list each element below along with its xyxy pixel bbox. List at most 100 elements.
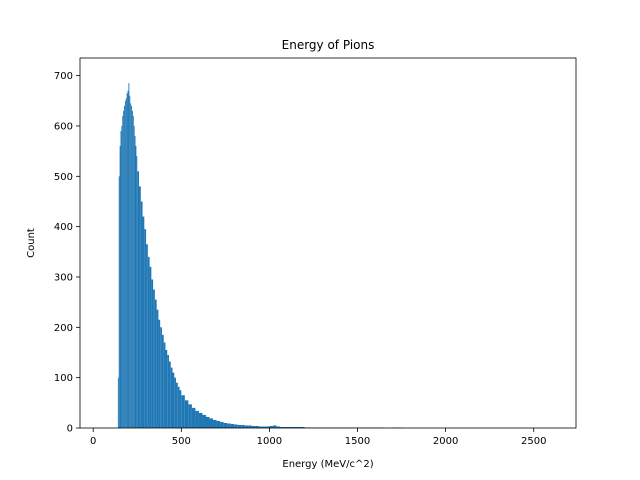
histogram-bar xyxy=(140,201,143,428)
y-tick-label: 600 xyxy=(54,121,73,132)
histogram-bar xyxy=(121,125,123,429)
histogram-bar xyxy=(283,426,288,428)
histogram-bar xyxy=(132,115,134,428)
histogram-bar xyxy=(269,425,273,428)
plot-frame xyxy=(79,57,577,429)
x-tick-label: 2500 xyxy=(521,436,546,447)
histogram-bar xyxy=(123,110,125,428)
histogram-bar xyxy=(220,421,224,428)
histogram-bar xyxy=(176,382,178,428)
histogram-bar xyxy=(161,334,164,428)
histogram-bar xyxy=(117,377,119,428)
histogram-bar xyxy=(177,386,180,428)
y-axis-label: Count xyxy=(26,228,37,258)
histogram-bar xyxy=(172,372,175,428)
histogram-bar xyxy=(151,279,154,428)
histogram-bar xyxy=(131,105,132,429)
histogram-bar xyxy=(124,105,125,429)
histogram-bar xyxy=(128,83,130,428)
histogram-bar xyxy=(174,377,177,428)
y-tick-label: 0 xyxy=(67,424,73,435)
histogram-bar xyxy=(216,420,221,428)
histogram-bar xyxy=(191,407,196,428)
histogram-bar xyxy=(144,229,147,428)
histogram-bar xyxy=(130,103,132,428)
histogram-bar xyxy=(272,425,277,428)
histogram-bar xyxy=(248,425,252,428)
histogram-bar xyxy=(265,426,270,428)
histogram-bar xyxy=(241,424,245,428)
histogram-bar xyxy=(258,426,263,428)
histogram-bar xyxy=(160,327,162,428)
histogram-bar xyxy=(119,146,121,428)
histogram-bar xyxy=(168,361,171,428)
histogram-bar xyxy=(158,319,161,428)
x-tick-label: 1500 xyxy=(345,436,370,447)
histogram-bar xyxy=(126,93,128,428)
histogram-bar xyxy=(181,395,185,428)
histogram-bar xyxy=(262,426,266,428)
histogram-bar xyxy=(195,410,199,428)
histogram-bar xyxy=(124,100,126,428)
histogram-bar xyxy=(179,390,182,428)
histogram-bar xyxy=(205,416,210,428)
histogram-bar xyxy=(163,342,166,428)
y-tick-label: 700 xyxy=(54,71,73,82)
histogram-bar xyxy=(165,349,168,428)
histogram-bar xyxy=(139,186,141,428)
histogram-bar xyxy=(209,418,214,428)
x-tick-label: 1000 xyxy=(257,436,282,447)
histogram-bar xyxy=(136,156,138,428)
histogram-bar xyxy=(202,414,206,428)
bars-group xyxy=(117,83,402,429)
x-tick-label: 500 xyxy=(172,436,191,447)
histogram-bar xyxy=(251,425,256,428)
histogram-bar xyxy=(276,426,280,428)
histogram-bar xyxy=(227,423,231,428)
histogram-bar xyxy=(134,136,136,428)
y-tick-label: 100 xyxy=(54,373,73,384)
histogram-bar xyxy=(156,309,159,428)
chart-title: Energy of Pions xyxy=(282,38,375,52)
histogram-bar xyxy=(213,419,217,428)
histogram-bar xyxy=(133,125,135,429)
y-tick-label: 300 xyxy=(54,272,73,283)
histogram-bar xyxy=(131,110,133,428)
histogram-bar xyxy=(237,424,242,428)
histogram-bar xyxy=(149,266,152,428)
x-axis-ticks: 0 500 1000 1500 2000 2500 xyxy=(90,428,546,447)
histogram-bar xyxy=(120,130,122,428)
histogram-bar xyxy=(244,425,249,428)
histogram-bar xyxy=(184,400,189,428)
x-axis-label: Energy (MeV/c^2) xyxy=(282,459,373,470)
x-tick-label: 2000 xyxy=(433,436,458,447)
histogram-bar xyxy=(287,426,296,428)
histogram-bar xyxy=(135,146,137,428)
histogram-bar xyxy=(279,426,284,428)
histogram-bar xyxy=(127,90,129,429)
y-tick-label: 500 xyxy=(54,172,73,183)
histogram-bar xyxy=(295,426,305,428)
histogram-bar xyxy=(118,176,120,428)
histogram-bar xyxy=(234,424,238,428)
histogram-bar xyxy=(230,423,235,428)
histogram-bar xyxy=(137,171,140,428)
histogram-bar xyxy=(188,404,192,428)
histogram-bar xyxy=(147,256,150,428)
histogram-bar xyxy=(146,244,148,428)
y-axis-ticks: 0 100 200 300 400 500 600 700 xyxy=(54,71,80,435)
histogram-bar xyxy=(255,425,259,428)
histogram-bar xyxy=(129,95,131,429)
histogram-bar xyxy=(170,367,173,428)
histogram-bar xyxy=(122,115,124,428)
histogram-bar xyxy=(153,289,155,428)
histogram-bar xyxy=(125,98,127,429)
x-tick-label: 0 xyxy=(90,436,96,447)
histogram-bar xyxy=(154,299,157,428)
y-tick-label: 400 xyxy=(54,222,73,233)
histogram-bar xyxy=(198,412,203,428)
histogram-bar xyxy=(142,216,145,428)
histogram-bar xyxy=(167,355,169,428)
y-tick-label: 200 xyxy=(54,323,73,334)
